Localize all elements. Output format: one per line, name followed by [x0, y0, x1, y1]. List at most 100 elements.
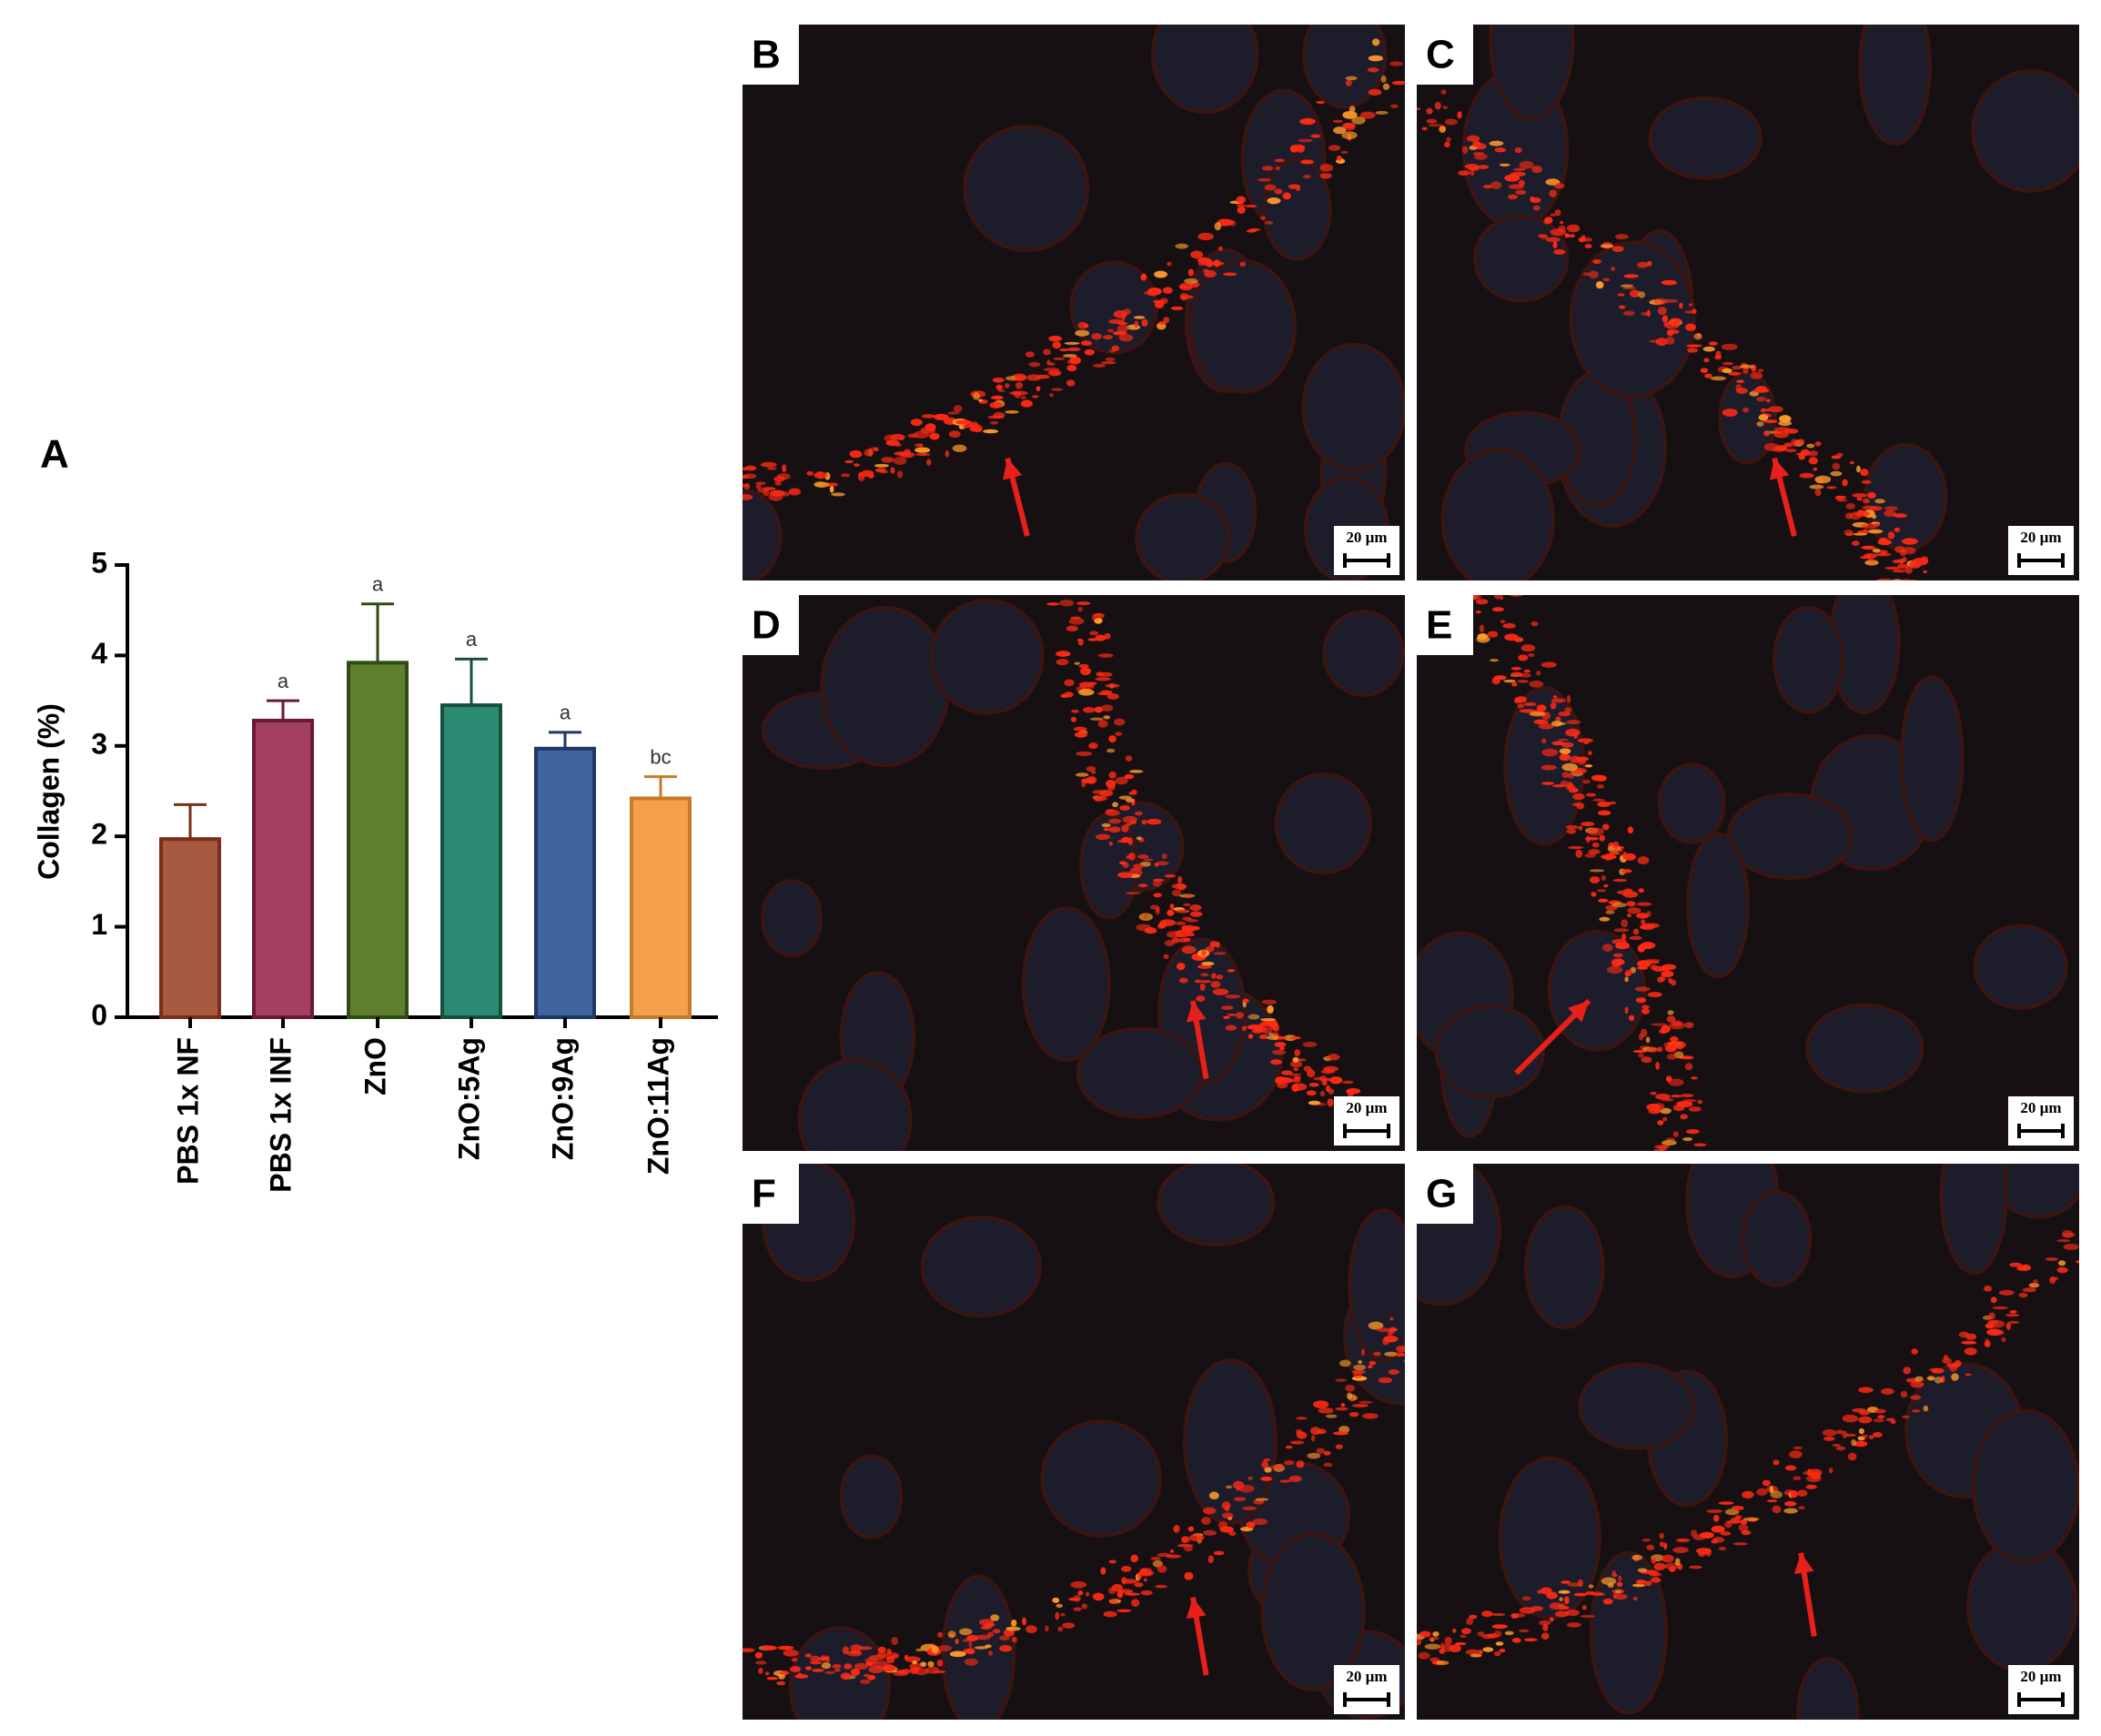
collagen-fiber: [1607, 1582, 1614, 1589]
collagen-fiber: [1636, 902, 1652, 906]
collagen-fiber: [1843, 1433, 1857, 1437]
collagen-fiber: [1141, 318, 1148, 328]
collagen-fiber: [1247, 1014, 1260, 1020]
collagen-fiber: [1914, 1376, 1924, 1382]
collagen-fiber: [1197, 232, 1214, 241]
collagen-fiber: [1541, 748, 1559, 757]
collagen-fiber: [1814, 441, 1822, 447]
collagen-fiber: [1511, 1638, 1521, 1643]
collagen-fiber: [962, 1638, 973, 1642]
collagen-fiber: [1111, 345, 1120, 352]
collagen-fiber: [2020, 1264, 2031, 1271]
collagen-fiber: [1558, 738, 1569, 742]
collagen-fiber: [1060, 693, 1069, 699]
collagen-fiber: [1361, 1413, 1379, 1419]
collagen-fiber: [1238, 1484, 1255, 1493]
collagen-fiber: [1282, 192, 1291, 200]
collagen-fiber: [1537, 704, 1547, 710]
collagen-fiber: [1565, 784, 1576, 791]
collagen-fiber: [1176, 963, 1186, 971]
crypt: [1302, 25, 1388, 109]
collagen-fiber: [1761, 408, 1767, 412]
crypt: [1472, 214, 1570, 303]
collagen-fiber: [1529, 680, 1544, 688]
collagen-fiber: [1491, 607, 1504, 612]
scale-bar-label: 20 µm: [1346, 1668, 1387, 1685]
collagen-fiber: [952, 444, 967, 452]
collagen-fiber: [1291, 1083, 1308, 1091]
collagen-fiber: [1803, 1470, 1812, 1476]
collagen-fiber: [1621, 869, 1632, 873]
collagen-fiber: [849, 449, 863, 459]
collagen-fiber: [1043, 348, 1052, 356]
collagen-fiber: [1100, 690, 1113, 696]
collagen-fiber: [1108, 771, 1116, 779]
collagen-fiber: [1689, 1565, 1702, 1569]
collagen-fiber: [1520, 644, 1536, 652]
y-tick-label: 0: [91, 998, 107, 1031]
collagen-fiber: [1504, 174, 1520, 182]
collagen-fiber: [1641, 1538, 1652, 1542]
collagen-fiber: [1565, 1609, 1580, 1617]
collagen-fiber: [1097, 720, 1108, 728]
collagen-fiber: [1108, 1599, 1118, 1605]
collagen-fiber: [1650, 1577, 1662, 1583]
significance-label: a: [466, 628, 478, 651]
collagen-fiber: [1877, 1415, 1885, 1419]
collagen-fiber: [1685, 323, 1696, 331]
collagen-fiber: [1519, 160, 1534, 169]
collagen-fiber: [1389, 61, 1403, 66]
collagen-fiber: [1499, 163, 1510, 167]
crypt: [1498, 1456, 1601, 1620]
collagen-fiber: [1278, 1035, 1287, 1040]
collagen-fiber: [1113, 330, 1127, 336]
collagen-fiber: [1143, 858, 1154, 862]
collagen-fiber: [1201, 961, 1215, 966]
collagen-fiber: [1417, 107, 1421, 111]
collagen-fiber: [1632, 1050, 1647, 1054]
collagen-fiber: [1540, 764, 1557, 771]
collagen-fiber: [1025, 1625, 1037, 1634]
collagen-fiber: [1124, 1592, 1140, 1596]
collagen-fiber: [1227, 1013, 1237, 1016]
collagen-fiber: [797, 1672, 803, 1677]
collagen-fiber: [1988, 1312, 1995, 1319]
arrow-head: [1567, 1001, 1590, 1023]
collagen-fiber: [1911, 1348, 1918, 1355]
collagen-fiber: [1217, 218, 1234, 227]
collagen-fiber: [1260, 1476, 1273, 1481]
collagen-fiber: [1867, 529, 1884, 534]
collagen-fiber: [1489, 140, 1504, 146]
collagen-fiber: [1559, 748, 1571, 754]
collagen-fiber: [1077, 606, 1083, 612]
collagen-fiber: [1756, 396, 1767, 402]
collagen-fiber: [1885, 1418, 1895, 1422]
collagen-fiber: [1901, 1415, 1910, 1419]
collagen-fiber: [1136, 836, 1143, 841]
collagen-fiber: [1736, 379, 1744, 383]
collagen-fiber: [1432, 1631, 1439, 1637]
collagen-fiber: [1951, 1373, 1959, 1381]
collagen-fiber: [1482, 1647, 1494, 1652]
collagen-fiber: [1126, 823, 1132, 826]
collagen-fiber: [816, 1656, 826, 1661]
collagen-fiber: [1842, 1414, 1859, 1423]
collagen-fiber: [1116, 1590, 1124, 1599]
collagen-fiber: [1219, 1526, 1234, 1533]
collagen-fiber: [1494, 147, 1507, 153]
collagen-fiber: [1611, 1570, 1616, 1576]
collagen-fiber: [1026, 374, 1042, 381]
crypt: [761, 879, 823, 958]
arrow-head: [1002, 458, 1023, 480]
collagen-fiber: [1196, 995, 1206, 1002]
collagen-fiber: [1005, 1626, 1021, 1631]
collagen-fiber: [1861, 545, 1876, 550]
collagen-fiber: [1700, 368, 1709, 373]
collagen-fiber: [1290, 144, 1306, 151]
collagen-fiber: [1675, 1558, 1681, 1566]
collagen-fiber: [1418, 1651, 1430, 1660]
collagen-fiber: [1411, 65, 1416, 68]
collagen-fiber: [1523, 669, 1530, 673]
collagen-fiber: [1105, 357, 1116, 361]
collagen-fiber: [763, 490, 770, 497]
